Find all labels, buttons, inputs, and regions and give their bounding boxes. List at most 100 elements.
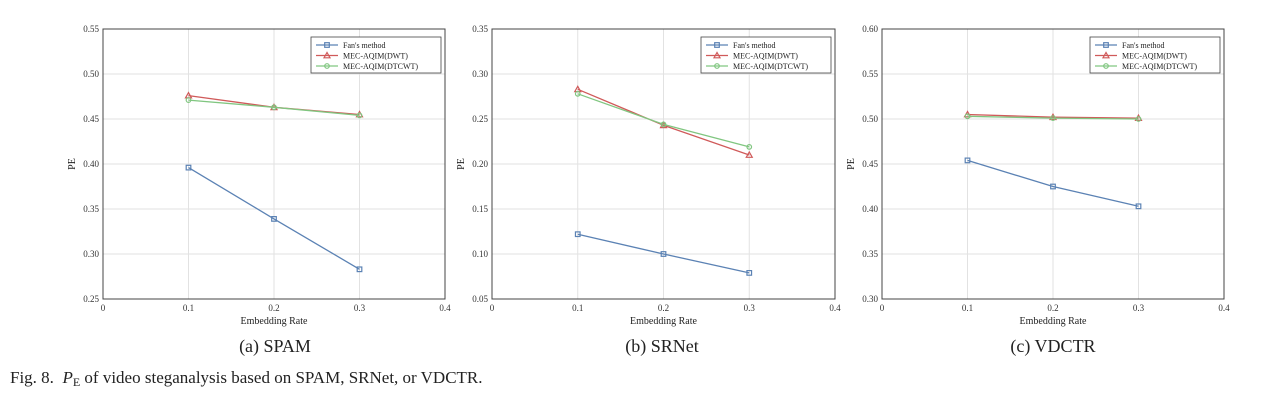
- figure-caption-symbol: PE: [62, 368, 81, 389]
- x-tick-label: 0.2: [658, 303, 669, 313]
- chart-vdctr: 0 0.1 0.2 0.3 0.4 0.30 0.35 0.40 0.45 0.50 0.55 0.6…: [846, 24, 1230, 327]
- data-point: [746, 143, 753, 150]
- x-tick-label: 0.3: [744, 303, 756, 313]
- legend-label: MEC-AQIM(DTCWT): [343, 62, 418, 71]
- plot-frame: [491, 28, 836, 300]
- data-point: [574, 90, 581, 97]
- figure-caption-prefix: Fig. 8.: [10, 368, 54, 387]
- chart-srnet: 0 0.1 0.2 0.3 0.4 0.05 0.10 0.15 0.20 0.25 0.30 0.3…: [456, 24, 841, 327]
- x-axis-label: Embedding Rate: [1020, 316, 1087, 327]
- x-axis-label: Embedding Rate: [241, 316, 308, 327]
- legend-marker: [324, 63, 330, 69]
- legend-label: MEC-AQIM(DWT): [343, 52, 408, 61]
- y-tick-label: 0.35: [83, 204, 99, 214]
- series-mec-aqim-dtcwt: [185, 97, 363, 119]
- legend-marker: [322, 51, 332, 59]
- series-line: [577, 88, 750, 156]
- y-tick-label: 0.25: [472, 114, 488, 124]
- data-point: [185, 164, 192, 171]
- x-tick-label: 0.4: [829, 303, 841, 313]
- x-tick-label: 0.4: [1218, 303, 1230, 313]
- legend-marker: [714, 42, 720, 48]
- data-point: [1135, 203, 1142, 210]
- legend-label: MEC-AQIM(DWT): [1122, 52, 1187, 61]
- y-tick-label: 0.35: [862, 249, 878, 259]
- y-axis-label: PE: [67, 158, 78, 170]
- legend-marker: [714, 63, 720, 69]
- legend: Fan's method MEC-AQIM(DWT)MEC-AQIM(DTCWT): [310, 36, 442, 74]
- data-point: [271, 216, 277, 222]
- legend-label: Fan's method: [343, 41, 386, 50]
- y-tick-label: 0.55: [862, 69, 878, 79]
- legend-marker: [1101, 51, 1111, 59]
- legend-label: Fan's method: [733, 41, 776, 50]
- data-point: [745, 150, 754, 158]
- data-point: [574, 231, 581, 238]
- x-tick-label: 0.1: [183, 303, 194, 313]
- legend: Fan's method MEC-AQIM(DWT)MEC-AQIM(DTCWT): [700, 36, 832, 74]
- subfigure-caption-vdctr: (c) VDCTR: [1010, 336, 1096, 356]
- y-tick-label: 0.50: [83, 69, 99, 79]
- y-tick-label: 0.30: [862, 294, 878, 304]
- data-point: [1050, 183, 1056, 190]
- x-tick-label: 0.3: [354, 303, 366, 313]
- y-tick-label: 0.60: [862, 24, 878, 34]
- series-line: [967, 115, 1139, 120]
- x-tick-label: 0.1: [962, 303, 973, 313]
- y-tick-label: 0.20: [472, 159, 488, 169]
- data-point: [356, 112, 363, 119]
- series-line: [577, 93, 750, 148]
- data-point: [1135, 116, 1142, 122]
- x-axis-label: Embedding Rate: [630, 316, 697, 327]
- y-axis-label: PE: [846, 158, 857, 170]
- chart-spam: 0 0.1 0.2 0.3 0.4 0.25 0.30 0.35 0.40 0.45 0.50 0.5…: [67, 24, 451, 327]
- series-line: [967, 113, 1139, 119]
- figure-caption: Fig. 8. PE of video steganalysis based o…: [10, 368, 483, 390]
- series-fan-s-method: [574, 231, 753, 276]
- series-fan-s-method: [185, 164, 363, 273]
- x-tick-label: 0.4: [439, 303, 451, 313]
- x-tick-label: 0: [490, 303, 495, 313]
- y-tick-label: 0.50: [862, 114, 878, 124]
- series-line: [188, 167, 360, 270]
- y-tick-label: 0.40: [83, 159, 99, 169]
- series-line: [577, 233, 750, 274]
- legend-marker: [712, 51, 722, 59]
- data-point: [271, 104, 277, 111]
- x-tick-label: 0.2: [1047, 303, 1058, 313]
- y-tick-label: 0.45: [862, 159, 878, 169]
- x-tick-label: 0: [880, 303, 885, 313]
- series-line: [188, 99, 360, 117]
- x-tick-label: 0.1: [572, 303, 583, 313]
- series-mec-aqim-dtcwt: [574, 90, 753, 150]
- y-tick-label: 0.35: [472, 24, 488, 34]
- legend-label: Fan's method: [1122, 41, 1165, 50]
- data-point: [964, 157, 971, 164]
- series-mec-aqim-dtcwt: [964, 113, 1142, 122]
- legend-marker: [324, 42, 330, 48]
- y-tick-label: 0.10: [472, 249, 488, 259]
- subfigure-caption-spam: (a) SPAM: [239, 336, 311, 356]
- data-point: [964, 113, 971, 120]
- series-fan-s-method: [964, 157, 1142, 210]
- plot-frame: [881, 28, 1225, 300]
- y-tick-label: 0.15: [472, 204, 488, 214]
- x-tick-label: 0: [101, 303, 106, 313]
- y-axis-label: PE: [456, 158, 467, 170]
- legend-label: MEC-AQIM(DWT): [733, 52, 798, 61]
- legend: Fan's method MEC-AQIM(DWT)MEC-AQIM(DTCWT): [1089, 36, 1221, 74]
- data-point: [746, 270, 753, 276]
- y-tick-label: 0.45: [83, 114, 99, 124]
- x-tick-label: 0.2: [268, 303, 279, 313]
- data-point: [356, 266, 363, 273]
- figure-caption-text: of video steganalysis based on SPAM, SRN…: [84, 368, 483, 387]
- y-tick-label: 0.05: [472, 294, 488, 304]
- y-tick-label: 0.40: [862, 204, 878, 214]
- legend-label: MEC-AQIM(DTCWT): [733, 62, 808, 71]
- legend-label: MEC-AQIM(DTCWT): [1122, 62, 1197, 71]
- y-tick-label: 0.55: [83, 24, 99, 34]
- y-tick-label: 0.30: [472, 69, 488, 79]
- legend-marker: [1103, 63, 1109, 69]
- data-point: [660, 121, 667, 128]
